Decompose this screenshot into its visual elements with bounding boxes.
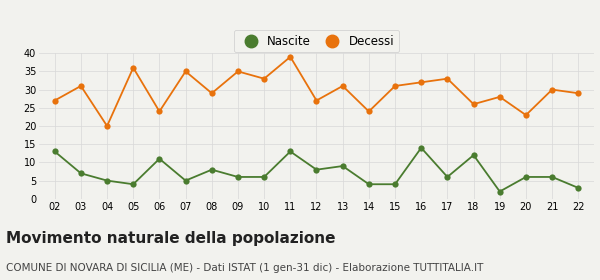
Decessi — [313, 99, 320, 102]
Decessi — [470, 102, 477, 106]
Decessi — [130, 66, 137, 69]
Line: Nascite: Nascite — [52, 145, 581, 195]
Decessi — [523, 113, 530, 117]
Nascite — [365, 183, 373, 186]
Nascite — [339, 164, 346, 168]
Decessi — [339, 84, 346, 88]
Decessi — [418, 81, 425, 84]
Decessi — [77, 84, 85, 88]
Nascite — [575, 186, 582, 190]
Decessi — [51, 99, 58, 102]
Decessi — [287, 55, 294, 59]
Nascite — [208, 168, 215, 171]
Text: Movimento naturale della popolazione: Movimento naturale della popolazione — [6, 231, 335, 246]
Nascite — [391, 183, 398, 186]
Nascite — [130, 183, 137, 186]
Decessi — [156, 110, 163, 113]
Legend: Nascite, Decessi: Nascite, Decessi — [234, 30, 399, 52]
Decessi — [391, 84, 398, 88]
Decessi — [365, 110, 373, 113]
Nascite — [470, 153, 477, 157]
Nascite — [287, 150, 294, 153]
Decessi — [575, 92, 582, 95]
Decessi — [182, 70, 189, 73]
Nascite — [523, 175, 530, 179]
Nascite — [235, 175, 242, 179]
Nascite — [156, 157, 163, 160]
Nascite — [103, 179, 110, 182]
Decessi — [260, 77, 268, 80]
Nascite — [313, 168, 320, 171]
Nascite — [548, 175, 556, 179]
Nascite — [77, 172, 85, 175]
Nascite — [444, 175, 451, 179]
Nascite — [496, 190, 503, 193]
Decessi — [548, 88, 556, 91]
Nascite — [182, 179, 189, 182]
Nascite — [260, 175, 268, 179]
Decessi — [444, 77, 451, 80]
Line: Decessi: Decessi — [52, 54, 581, 129]
Nascite — [51, 150, 58, 153]
Text: COMUNE DI NOVARA DI SICILIA (ME) - Dati ISTAT (1 gen-31 dic) - Elaborazione TUTT: COMUNE DI NOVARA DI SICILIA (ME) - Dati … — [6, 263, 484, 273]
Decessi — [208, 92, 215, 95]
Decessi — [496, 95, 503, 99]
Decessi — [103, 124, 110, 128]
Decessi — [235, 70, 242, 73]
Nascite — [418, 146, 425, 150]
